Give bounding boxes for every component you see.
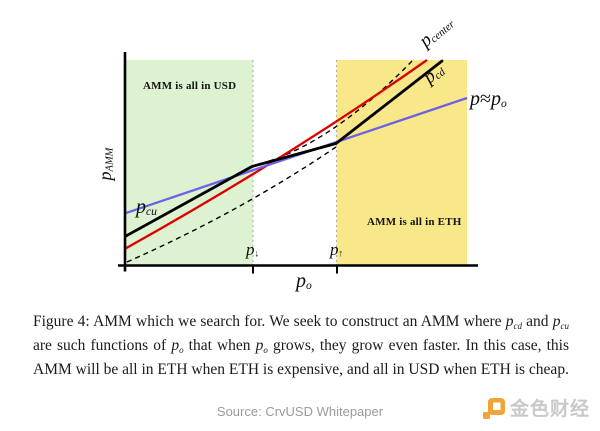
all-usd-region-label: AMM is all in USD — [143, 80, 237, 92]
p-center-line — [124, 59, 428, 250]
p-cd-extension-dashed-line — [126, 146, 337, 263]
figure-4-chart: pAMM po p↓ p↑ pcu pcenter pcd p≈po AMM i… — [94, 18, 507, 292]
all-eth-region-label: AMM is all in ETH — [367, 216, 462, 228]
p-up-tick-label: p↑ — [330, 240, 344, 260]
y-axis-label: pAMM — [94, 147, 116, 181]
amm-price-line — [124, 59, 444, 238]
jinse-logo-icon — [482, 398, 505, 419]
jinse-finance-logo: 金色财经 — [482, 397, 590, 420]
jinse-logo-text: 金色财经 — [509, 397, 590, 420]
all-usd-region — [126, 60, 253, 266]
chart-canvas — [118, 52, 478, 274]
source-credit: Source: CrvUSD Whitepaper — [216, 404, 384, 419]
p-approx-po-line-label: p≈po — [470, 88, 507, 110]
all-eth-region — [336, 60, 467, 266]
p-down-tick-label: p↓ — [246, 240, 260, 260]
p-cu-line-label: pcu — [136, 196, 157, 218]
figure-caption: Figure 4: AMM which we search for. We se… — [33, 313, 569, 379]
x-axis-label: po — [296, 270, 312, 292]
